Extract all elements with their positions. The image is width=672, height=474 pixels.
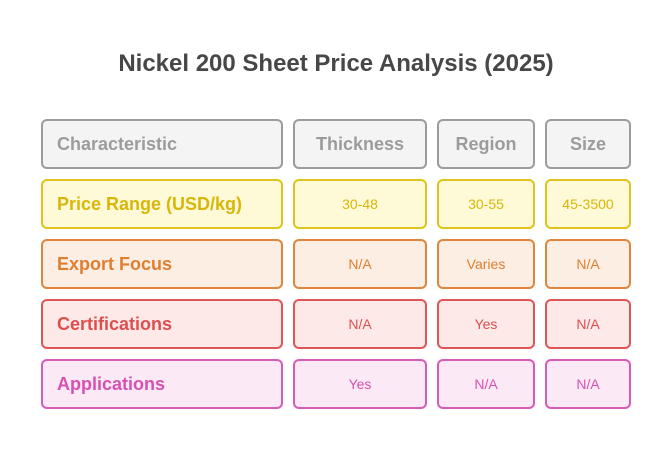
cell-applications-size: N/A [545, 359, 631, 409]
cell-export-focus-region: Varies [437, 239, 535, 289]
cell-price-range-thickness: 30-48 [293, 179, 427, 229]
cell-certifications-region: Yes [437, 299, 535, 349]
row-label-applications: Applications [41, 359, 283, 409]
header-thickness: Thickness [293, 119, 427, 169]
header-characteristic: Characteristic [41, 119, 283, 169]
row-label-export-focus: Export Focus [41, 239, 283, 289]
cell-applications-thickness: Yes [293, 359, 427, 409]
row-label-certifications: Certifications [41, 299, 283, 349]
row-label-price-range: Price Range (USD/kg) [41, 179, 283, 229]
cell-applications-region: N/A [437, 359, 535, 409]
cell-certifications-thickness: N/A [293, 299, 427, 349]
cell-export-focus-size: N/A [545, 239, 631, 289]
page-title: Nickel 200 Sheet Price Analysis (2025) [118, 50, 554, 77]
cell-price-range-size: 45-3500 [545, 179, 631, 229]
cell-certifications-size: N/A [545, 299, 631, 349]
header-region: Region [437, 119, 535, 169]
cell-export-focus-thickness: N/A [293, 239, 427, 289]
header-size: Size [545, 119, 631, 169]
cell-price-range-region: 30-55 [437, 179, 535, 229]
